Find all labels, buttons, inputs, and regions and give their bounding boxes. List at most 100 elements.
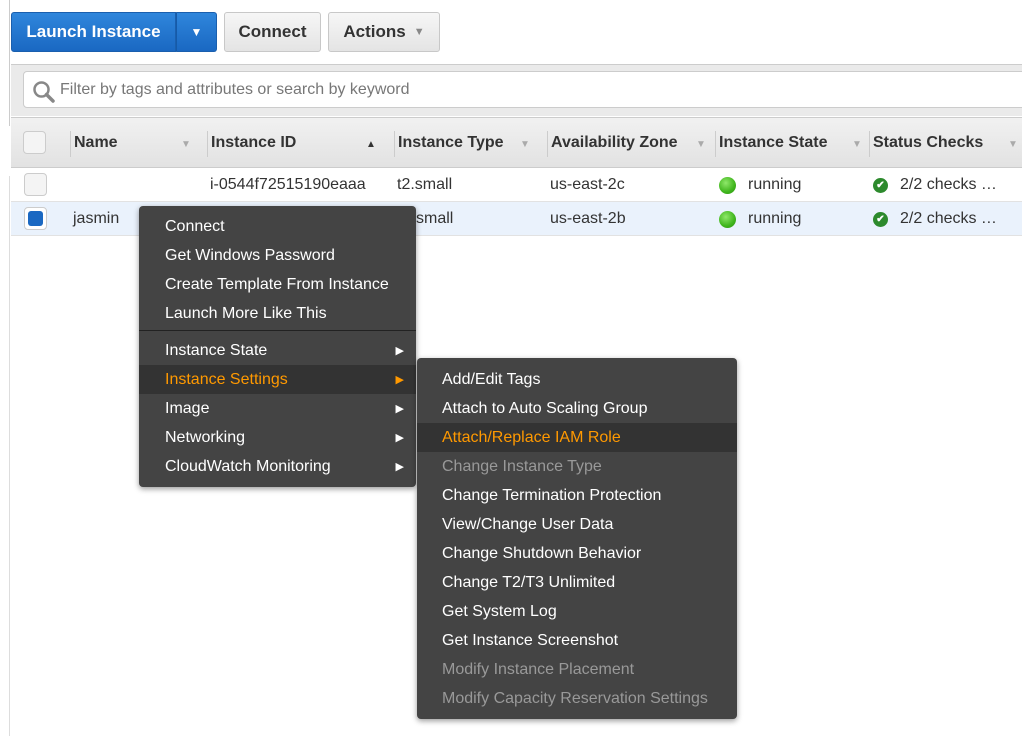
- menu-item-label: View/Change User Data: [442, 515, 614, 533]
- menu-item-image[interactable]: Image ▶: [139, 394, 416, 423]
- actions-label: Actions: [343, 22, 406, 41]
- menu-item-label: Get Instance Screenshot: [442, 631, 619, 649]
- cell-instance-type: t2.small: [397, 176, 453, 193]
- sort-asc-icon: ▲: [366, 139, 376, 150]
- menu-item-label: Connect: [165, 217, 225, 235]
- sort-caret-icon: ▼: [181, 139, 191, 150]
- submenu-item-view-change-user-data[interactable]: View/Change User Data: [417, 510, 737, 539]
- column-label: Name: [74, 134, 118, 151]
- menu-item-instance-state[interactable]: Instance State ▶: [139, 336, 416, 365]
- submenu-item-modify-instance-placement: Modify Instance Placement: [417, 655, 737, 684]
- menu-item-get-windows-password[interactable]: Get Windows Password: [139, 241, 416, 270]
- submenu-arrow-icon: ▶: [395, 461, 404, 473]
- menu-item-networking[interactable]: Networking ▶: [139, 423, 416, 452]
- menu-item-label: Get System Log: [442, 602, 557, 620]
- column-label: Instance State: [719, 134, 828, 151]
- chevron-down-icon: ▼: [413, 26, 425, 38]
- check-icon: ✔: [873, 211, 888, 227]
- submenu-arrow-icon: ▶: [395, 374, 404, 386]
- search-input[interactable]: Filter by tags and attributes or search …: [23, 71, 1022, 108]
- row-checkbox[interactable]: [24, 173, 47, 196]
- submenu-item-get-system-log[interactable]: Get System Log: [417, 597, 737, 626]
- menu-item-label: Modify Capacity Reservation Settings: [442, 689, 708, 707]
- menu-item-label: Create Template From Instance: [165, 275, 389, 293]
- launch-dropdown-button[interactable]: ▼: [176, 12, 217, 52]
- cell-zone: us-east-2c: [550, 176, 625, 193]
- menu-item-label: Change Instance Type: [442, 457, 602, 475]
- left-panel-border: [9, 0, 10, 126]
- submenu-item-change-instance-type: Change Instance Type: [417, 452, 737, 481]
- cell-name: jasmin: [73, 210, 120, 227]
- column-label: Instance ID: [211, 134, 297, 151]
- cell-instance-id: i-0544f72515190eaaa: [210, 176, 366, 193]
- submenu-item-modify-capacity-reservation-settings: Modify Capacity Reservation Settings: [417, 684, 737, 713]
- row-checkbox-checked[interactable]: [24, 207, 47, 230]
- submenu-arrow-icon: ▶: [395, 432, 404, 444]
- cell-state: running: [719, 202, 801, 236]
- menu-item-create-template-from-instance[interactable]: Create Template From Instance: [139, 270, 416, 299]
- column-instance-type[interactable]: Instance Type ▼: [394, 118, 543, 168]
- actions-button[interactable]: Actions ▼: [328, 12, 440, 52]
- submenu-item-attach-to-auto-scaling-group[interactable]: Attach to Auto Scaling Group: [417, 394, 737, 423]
- select-all-checkbox[interactable]: [23, 131, 46, 154]
- menu-item-label: Instance Settings: [165, 370, 288, 388]
- menu-item-label: Instance State: [165, 341, 268, 359]
- running-status-icon: [719, 176, 736, 194]
- check-icon: ✔: [873, 177, 888, 193]
- cell-zone: us-east-2b: [550, 210, 626, 227]
- state-text: running: [748, 210, 802, 227]
- connect-button[interactable]: Connect: [224, 12, 321, 52]
- column-label: Status Checks: [873, 134, 984, 151]
- column-instance-id[interactable]: Instance ID ▲: [207, 118, 391, 168]
- submenu-arrow-icon: ▶: [395, 403, 404, 415]
- menu-item-label: Attach/Replace IAM Role: [442, 428, 621, 446]
- submenu-item-change-t2-t3-unlimited[interactable]: Change T2/T3 Unlimited: [417, 568, 737, 597]
- column-status-checks[interactable]: Status Checks ▼: [869, 118, 1022, 168]
- column-name[interactable]: Name ▼: [70, 118, 204, 168]
- table-header: Name ▼ Instance ID ▲ Instance Type ▼ Availa…: [11, 117, 1022, 168]
- menu-item-launch-more-like-this[interactable]: Launch More Like This: [139, 299, 416, 328]
- table-row[interactable]: i-0544f72515190eaaa t2.small us-east-2c …: [11, 168, 1022, 202]
- submenu-item-get-instance-screenshot[interactable]: Get Instance Screenshot: [417, 626, 737, 655]
- sort-caret-icon: ▼: [520, 139, 530, 150]
- menu-item-label: Networking: [165, 428, 246, 446]
- menu-item-label: CloudWatch Monitoring: [165, 457, 331, 475]
- menu-item-connect[interactable]: Connect: [139, 212, 416, 241]
- menu-item-instance-settings[interactable]: Instance Settings ▶: [139, 365, 416, 394]
- submenu-item-change-shutdown-behavior[interactable]: Change Shutdown Behavior: [417, 539, 737, 568]
- context-menu: Connect Get Windows Password Create Templa…: [139, 206, 416, 487]
- menu-item-label: Image: [165, 399, 210, 417]
- menu-item-label: Add/Edit Tags: [442, 370, 541, 388]
- column-availability-zone[interactable]: Availability Zone ▼: [547, 118, 711, 168]
- menu-item-label: Launch More Like This: [165, 304, 327, 322]
- menu-item-label: Get Windows Password: [165, 246, 335, 264]
- submenu-item-change-termination-protection[interactable]: Change Termination Protection: [417, 481, 737, 510]
- instance-settings-submenu: Add/Edit Tags Attach to Auto Scaling Grou…: [417, 358, 737, 719]
- connect-label: Connect: [238, 22, 307, 41]
- submenu-arrow-icon: ▶: [395, 345, 404, 357]
- running-status-icon: [719, 210, 736, 228]
- cell-status-checks: ✔ 2/2 checks …: [873, 168, 997, 202]
- submenu-item-add-edit-tags[interactable]: Add/Edit Tags: [417, 365, 737, 394]
- column-label: Instance Type: [398, 134, 504, 151]
- sort-caret-icon: ▼: [852, 139, 862, 150]
- menu-item-label: Change Shutdown Behavior: [442, 544, 642, 562]
- menu-item-cloudwatch-monitoring[interactable]: CloudWatch Monitoring ▶: [139, 452, 416, 481]
- menu-item-label: Attach to Auto Scaling Group: [442, 399, 648, 417]
- cell-instance-type: small: [416, 210, 454, 227]
- menu-item-label: Change T2/T3 Unlimited: [442, 573, 616, 591]
- column-instance-state[interactable]: Instance State ▼: [715, 118, 867, 168]
- sort-caret-icon: ▼: [696, 139, 706, 150]
- checks-text: 2/2 checks …: [900, 210, 997, 227]
- launch-instance-button[interactable]: Launch Instance: [11, 12, 176, 52]
- cell-state: running: [719, 168, 801, 202]
- state-text: running: [748, 176, 802, 193]
- menu-divider: [139, 330, 416, 331]
- sort-caret-icon: ▼: [1008, 139, 1018, 150]
- menu-item-label: Change Termination Protection: [442, 486, 662, 504]
- checks-text: 2/2 checks …: [900, 176, 997, 193]
- left-panel-border: [9, 176, 10, 736]
- cell-status-checks: ✔ 2/2 checks …: [873, 202, 997, 236]
- search-icon: [33, 81, 55, 103]
- submenu-item-attach-replace-iam-role[interactable]: Attach/Replace IAM Role: [417, 423, 737, 452]
